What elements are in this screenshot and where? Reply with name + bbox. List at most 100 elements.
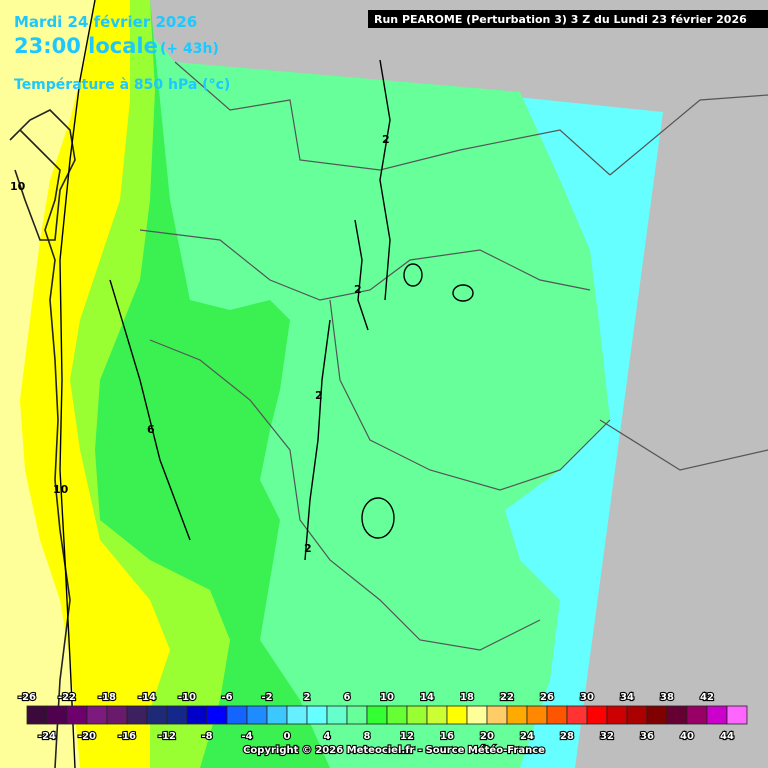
field-pale-yellow <box>0 0 95 768</box>
legend-label: 44 <box>720 731 734 742</box>
legend-swatch <box>426 705 448 725</box>
legend-label: -24 <box>38 731 56 742</box>
legend-label: 26 <box>540 692 554 703</box>
legend-swatch <box>366 705 388 725</box>
isotherm <box>403 263 423 287</box>
legend-label: 0 <box>284 731 291 742</box>
legend-swatch <box>166 705 188 725</box>
legend-swatch <box>486 705 508 725</box>
copyright: Copyright © 2026 Meteociel.fr - Source M… <box>243 744 545 756</box>
legend-label: 28 <box>560 731 574 742</box>
isotherm <box>354 219 369 331</box>
legend-swatch <box>26 705 48 725</box>
variable-title: Température à 850 hPa (°c) <box>14 77 230 93</box>
legend-swatch <box>706 705 728 725</box>
contour-label: 2 <box>382 133 390 146</box>
legend-swatch <box>606 705 628 725</box>
legend-swatch <box>646 705 668 725</box>
legend-swatch <box>346 705 368 725</box>
legend-label: -20 <box>78 731 96 742</box>
legend-swatch <box>686 705 708 725</box>
legend-label: 14 <box>420 692 434 703</box>
legend-swatch <box>306 705 328 725</box>
legend-swatch <box>226 705 248 725</box>
legend-swatch <box>586 705 608 725</box>
run-title: Run PEAROME (Perturbation 3) 3 Z du Lund… <box>374 13 747 26</box>
legend-label: -26 <box>18 692 36 703</box>
legend-label: 22 <box>500 692 514 703</box>
legend-label: 40 <box>680 731 694 742</box>
legend-label: -8 <box>201 731 212 742</box>
legend-swatch <box>146 705 168 725</box>
legend-swatch <box>406 705 428 725</box>
legend-label: 24 <box>520 731 534 742</box>
run-box <box>368 10 768 28</box>
legend-label: 12 <box>400 731 414 742</box>
legend-swatch <box>186 705 208 725</box>
coastline <box>19 129 71 768</box>
forecast-date: Mardi 24 février 2026 <box>14 13 197 31</box>
legend-swatch <box>286 705 308 725</box>
legend-swatch <box>626 705 648 725</box>
border <box>149 339 541 651</box>
legend-swatch <box>466 705 488 725</box>
color-legend: -26-24-22-20-18-16-14-12-10-8-6-4-202468… <box>17 691 748 743</box>
border <box>329 299 611 491</box>
legend-label: 42 <box>700 692 714 703</box>
legend-label: 30 <box>580 692 594 703</box>
legend-label: -14 <box>138 692 156 703</box>
legend-label: -10 <box>178 692 196 703</box>
isotherm <box>304 319 331 561</box>
legend-swatch <box>266 705 288 725</box>
legend-label: 6 <box>344 692 351 703</box>
legend-swatch <box>126 705 148 725</box>
isotherm <box>379 59 391 301</box>
legend-swatch <box>506 705 528 725</box>
coastline <box>9 109 76 241</box>
legend-swatch <box>446 705 468 725</box>
legend-swatch <box>206 705 228 725</box>
legend-label: 8 <box>364 731 371 742</box>
legend-label: 4 <box>324 731 331 742</box>
legend-label: 20 <box>480 731 494 742</box>
legend-swatch <box>326 705 348 725</box>
border <box>174 61 611 176</box>
legend-swatch <box>86 705 108 725</box>
contour-label: 2 <box>304 542 312 555</box>
legend-swatch <box>666 705 688 725</box>
legend-label: 18 <box>460 692 474 703</box>
legend-swatch <box>46 705 68 725</box>
contour-label: 10 <box>53 483 69 496</box>
isotherm <box>361 497 395 539</box>
legend-label: -16 <box>118 731 136 742</box>
legend-label: 32 <box>600 731 614 742</box>
forecast-time: 23:00 locale <box>14 34 158 58</box>
legend-label: -18 <box>98 692 116 703</box>
forecast-lead: (+ 43h) <box>160 41 219 57</box>
legend-swatch <box>726 705 748 725</box>
legend-label: -22 <box>58 692 76 703</box>
border <box>599 419 768 471</box>
legend-label: -6 <box>221 692 232 703</box>
border <box>609 94 768 176</box>
legend-swatch <box>66 705 88 725</box>
legend-swatch <box>566 705 588 725</box>
contour-label: 2 <box>354 283 362 296</box>
isotherm <box>109 279 191 541</box>
contour-label: 10 <box>10 180 26 193</box>
legend-swatch <box>526 705 548 725</box>
contour-label: 6 <box>147 423 155 436</box>
legend-label: 36 <box>640 731 654 742</box>
legend-label: 10 <box>380 692 394 703</box>
isotherm <box>59 0 96 768</box>
legend-swatch <box>106 705 128 725</box>
isotherm <box>452 284 474 302</box>
contour-label: 2 <box>315 389 323 402</box>
legend-label: -4 <box>241 731 252 742</box>
legend-label: 16 <box>440 731 454 742</box>
legend-swatch <box>546 705 568 725</box>
legend-label: -2 <box>261 692 272 703</box>
legend-swatch <box>386 705 408 725</box>
legend-label: 2 <box>304 692 311 703</box>
